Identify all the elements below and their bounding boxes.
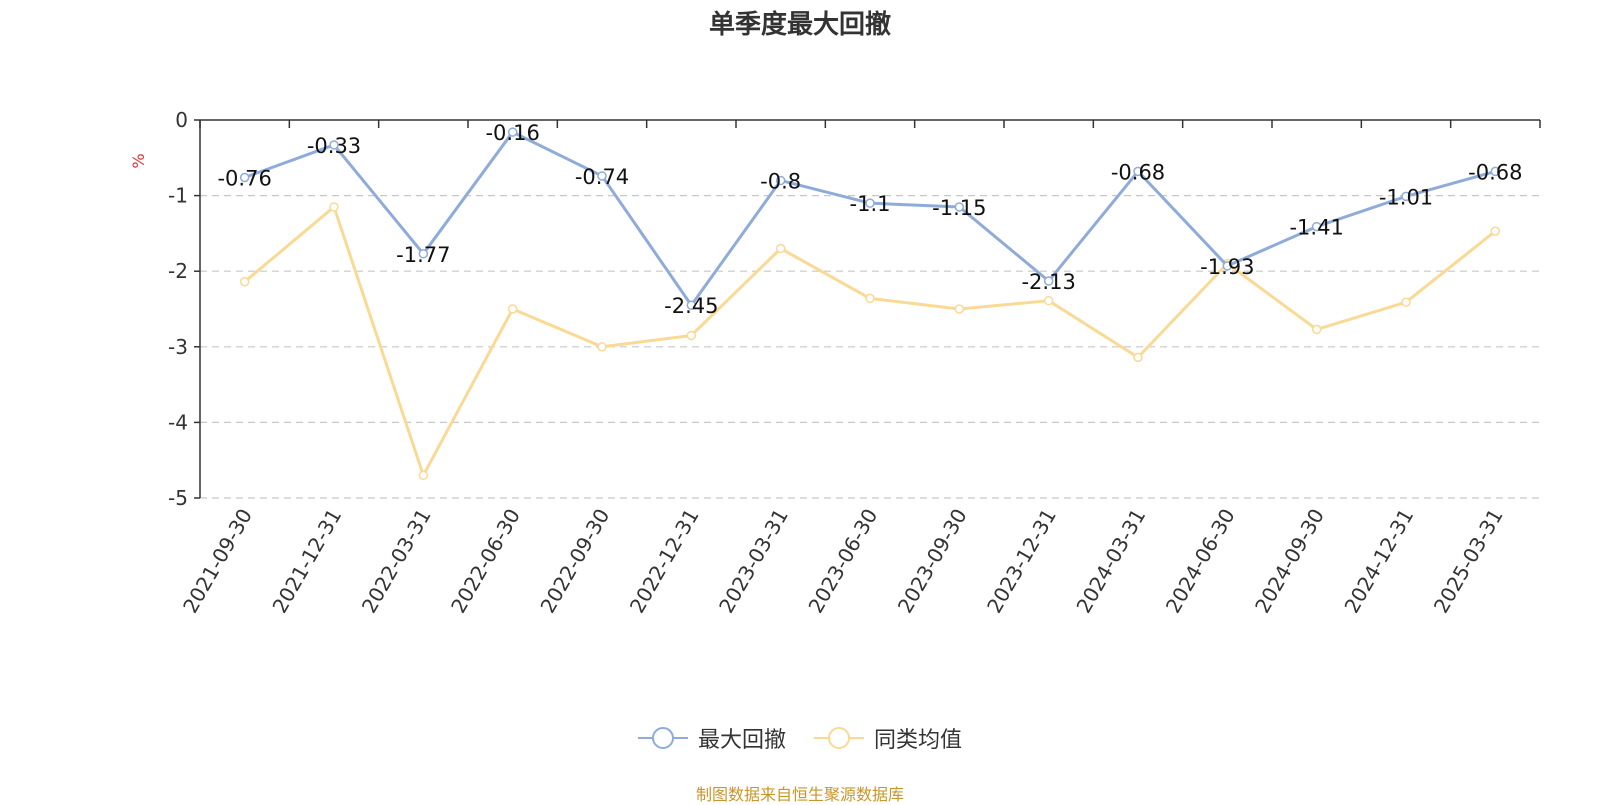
y-tick-label: 0	[175, 108, 188, 132]
y-tick-label: -5	[168, 486, 188, 510]
y-tick-label: -4	[168, 410, 188, 434]
data-point-series-2	[329, 202, 339, 212]
data-label: -0.8	[760, 169, 801, 193]
data-point-series-2	[597, 342, 607, 352]
data-label: -1.41	[1289, 216, 1343, 240]
data-point-series-2	[418, 470, 429, 481]
data-label: -0.74	[575, 165, 629, 189]
data-label: -1.01	[1379, 185, 1433, 209]
data-label: -2.13	[1021, 270, 1075, 294]
data-label: -1.77	[396, 243, 450, 267]
legend-marker-series-1	[637, 727, 688, 749]
x-tick-label: 2025-03-31	[1429, 505, 1508, 618]
x-tick-label: 2021-09-30	[178, 505, 257, 618]
axes: 0 -1 -2 -3 -4 -5% 2021-09-30 2021-12-31 2022-03-…	[129, 108, 1541, 618]
grid-lines	[200, 195, 1540, 499]
x-tick-label: 2024-09-30	[1250, 505, 1329, 618]
data-point-series-2	[239, 277, 250, 287]
x-tick-label: 2021-12-31	[267, 505, 346, 618]
data-label: -2.45	[664, 294, 718, 318]
data-point-series-1	[1401, 191, 1411, 202]
chart-title: 单季度最大回撤	[708, 10, 891, 40]
y-tick-label: -1	[168, 184, 188, 208]
data-point-series-2	[1043, 295, 1054, 306]
data-labels: -0.76 -0.33 -1.77 -0.16 -0.74 -2.45 -0.8 -1.1 -1…	[217, 121, 1522, 318]
data-label: -0.16	[485, 121, 539, 145]
data-point-series-1	[1043, 276, 1054, 286]
x-tick-label: 2023-03-31	[714, 505, 793, 618]
data-label: -0.68	[1111, 160, 1165, 184]
data-point-series-1	[418, 249, 429, 259]
x-tick-label: 2023-06-30	[803, 505, 882, 618]
data-point-series-1	[329, 140, 339, 150]
data-point-series-1	[954, 202, 965, 212]
legend-label-series-1: 最大回撤	[697, 728, 786, 753]
y-tick-label: -2	[168, 259, 188, 283]
x-tick-label: 2024-03-31	[1071, 505, 1150, 618]
data-label: -1.15	[932, 196, 986, 220]
data-point-series-1	[1311, 221, 1322, 232]
legend-label-series-2: 同类均值	[874, 728, 963, 753]
data-point-series-2	[686, 330, 697, 341]
data-label: -0.76	[217, 166, 271, 190]
data-point-series-2	[507, 304, 518, 314]
data-label: -0.68	[1468, 160, 1522, 184]
data-point-series-2	[865, 293, 875, 304]
y-axis-label: %	[129, 153, 148, 168]
data-point-series-1	[1133, 166, 1143, 177]
x-tick-label: 2023-12-31	[982, 505, 1061, 618]
x-tick-label: 2022-12-31	[625, 505, 704, 618]
data-point-series-1	[775, 175, 786, 186]
data-point-series-2	[775, 243, 786, 254]
data-point-series-1	[239, 172, 250, 183]
y-tick-label: -3	[168, 335, 188, 359]
legend-item-series-1[interactable]: 最大回撤	[637, 722, 786, 754]
data-label: -0.33	[307, 134, 361, 158]
legend: 最大回撤 同类均值	[0, 722, 1600, 754]
data-point-series-1	[1222, 261, 1233, 271]
data-point-series-1	[597, 171, 607, 181]
legend-marker-series-2	[814, 727, 864, 749]
data-point-series-2	[1401, 297, 1411, 307]
x-tick-label: 2023-09-30	[893, 505, 972, 618]
data-point-series-2	[1490, 226, 1501, 236]
data-point-series-1	[1490, 166, 1501, 177]
x-tick-label: 2022-06-30	[446, 505, 525, 618]
x-tick-label: 2024-06-30	[1161, 505, 1240, 618]
data-point-series-1	[686, 300, 697, 310]
data-label: -1.1	[850, 192, 891, 216]
series	[239, 127, 1501, 481]
x-tick-label: 2022-03-31	[357, 505, 436, 618]
data-point-series-1	[507, 127, 518, 137]
data-label: -1.93	[1200, 255, 1254, 279]
data-point-series-2	[1311, 324, 1322, 335]
data-point-series-1	[865, 198, 875, 208]
data-point-series-2	[954, 304, 965, 314]
source-note: 制图数据来自恒生聚源数据库	[695, 785, 904, 804]
x-tick-label: 2024-12-31	[1339, 505, 1418, 618]
legend-item-series-2[interactable]: 同类均值	[814, 722, 962, 754]
data-point-series-2	[1133, 352, 1143, 363]
x-tick-label: 2022-09-30	[535, 505, 614, 618]
